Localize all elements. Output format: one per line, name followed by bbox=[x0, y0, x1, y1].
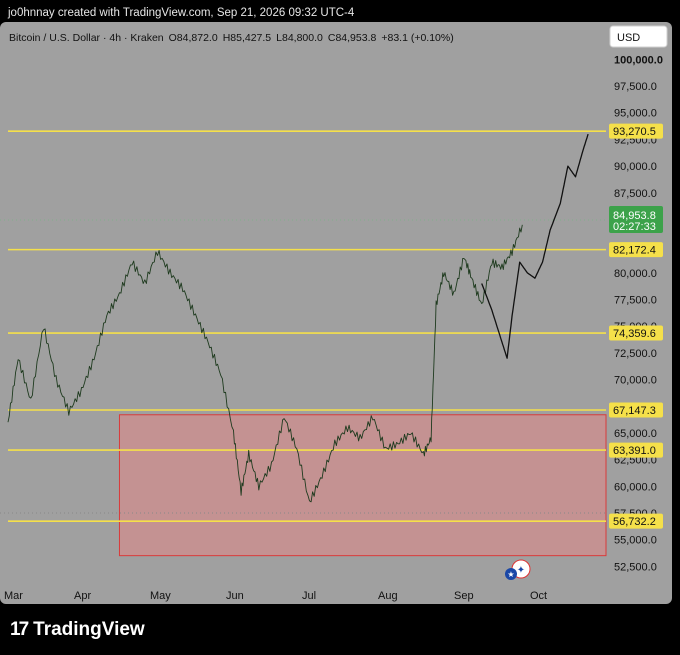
y-tick-label: 70,000.0 bbox=[614, 375, 657, 387]
y-tick-label: 87,500.0 bbox=[614, 188, 657, 200]
y-tick-label: 60,000.0 bbox=[614, 481, 657, 493]
y-tick-label: 52,500.0 bbox=[614, 561, 657, 573]
y-tick-label: 55,000.0 bbox=[614, 535, 657, 547]
x-tick-label: May bbox=[150, 590, 171, 602]
y-tick-label: 62,500.0 bbox=[614, 455, 657, 467]
y-tick-label: 80,000.0 bbox=[614, 268, 657, 280]
level-price-tag bbox=[609, 442, 663, 458]
x-tick-label: Aug bbox=[378, 590, 398, 602]
ohlc-open: O84,872.0 bbox=[169, 32, 218, 44]
x-tick-label: Oct bbox=[530, 590, 547, 602]
brand-name: TradingView bbox=[33, 619, 145, 640]
level-price-label: 82,172.4 bbox=[613, 245, 656, 257]
ohlc-low: L84,800.0 bbox=[276, 32, 323, 44]
last-price-tag bbox=[609, 205, 663, 233]
ohlc-close: C84,953.8 bbox=[328, 32, 377, 44]
level-price-tag bbox=[609, 242, 663, 258]
level-price-tag bbox=[609, 123, 663, 139]
ohlc-change: +83.1 (+0.10%) bbox=[381, 32, 453, 44]
level-price-tag bbox=[609, 325, 663, 341]
tradingview-logo: 17 TradingView bbox=[10, 619, 145, 641]
y-tick-label: 95,000.0 bbox=[614, 108, 657, 120]
svg-text:✦: ✦ bbox=[517, 565, 525, 576]
projected-path-line bbox=[481, 133, 589, 359]
currency-button[interactable]: USD bbox=[609, 25, 668, 48]
price-chart[interactable]: 100,000.097,500.095,000.092,500.090,000.… bbox=[0, 22, 672, 604]
svg-text:★: ★ bbox=[507, 570, 514, 579]
level-price-label: 63,391.0 bbox=[613, 445, 656, 457]
countdown-label: 02:27:33 bbox=[613, 221, 656, 233]
x-tick-label: Jun bbox=[226, 590, 244, 602]
x-tick-label: Sep bbox=[454, 590, 474, 602]
y-tick-label: 72,500.0 bbox=[614, 348, 657, 360]
level-price-tag bbox=[609, 402, 663, 418]
y-tick-label: 100,000.0 bbox=[614, 54, 663, 66]
currency-label: USD bbox=[617, 32, 640, 44]
y-tick-label: 90,000.0 bbox=[614, 161, 657, 173]
symbol-name: Bitcoin / U.S. Dollar · 4h · Kraken bbox=[9, 32, 164, 44]
x-tick-label: Apr bbox=[74, 590, 91, 602]
level-price-label: 67,147.3 bbox=[613, 405, 656, 417]
x-tick-label: Jul bbox=[302, 590, 316, 602]
level-price-label: 93,270.5 bbox=[613, 126, 656, 138]
price-history-line bbox=[7, 224, 523, 503]
y-tick-label: 77,500.0 bbox=[614, 295, 657, 307]
y-tick-label: 97,500.0 bbox=[614, 81, 657, 93]
credit-line: jo0hnnay created with TradingView.com, S… bbox=[8, 7, 355, 19]
ohlc-high: H85,427.5 bbox=[223, 32, 272, 44]
level-price-label: 74,359.6 bbox=[613, 328, 656, 340]
level-price-tag bbox=[609, 513, 663, 529]
last-price-label: 84,953.8 bbox=[613, 210, 656, 222]
support-zone bbox=[118, 414, 607, 557]
level-price-label: 56,732.2 bbox=[613, 516, 656, 528]
chart-panel: 100,000.0 97,500.0 95,000.0 92,500.0 90,000.… bbox=[0, 22, 672, 604]
y-tick-label: 65,000.0 bbox=[614, 428, 657, 440]
x-tick-label: Mar bbox=[4, 590, 23, 602]
flag-event-icon[interactable]: ★ bbox=[505, 568, 517, 580]
tradingview-mark-icon: 17 bbox=[10, 619, 29, 640]
